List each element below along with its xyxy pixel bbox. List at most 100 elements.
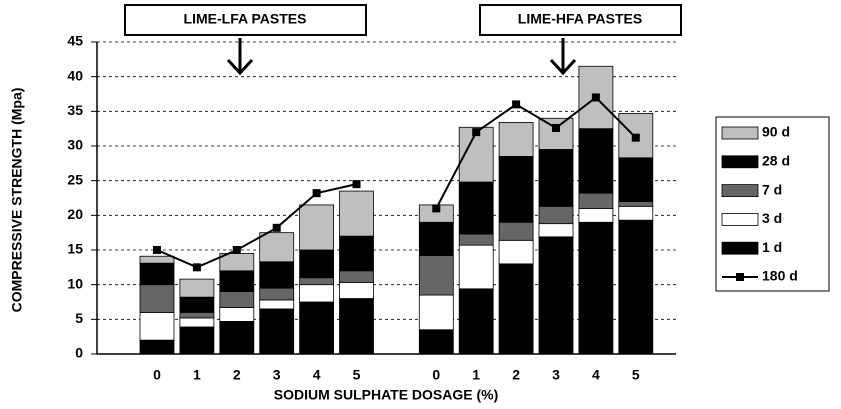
bar-segment: [219, 270, 255, 292]
line-marker: [512, 100, 521, 109]
x-axis-label: SODIUM SULPHATE DOSAGE (%): [274, 387, 499, 403]
bar-segment: [299, 277, 335, 286]
bar-segment: [578, 192, 614, 209]
line-marker: [272, 223, 281, 232]
x-tick-label: 3: [273, 367, 281, 383]
line: [156, 96, 637, 269]
bar-segment: [618, 219, 654, 355]
x-tick-label: 1: [472, 367, 480, 383]
x-tick-label: 5: [353, 367, 361, 383]
legend-label: 7 d: [762, 181, 782, 197]
y-tick-label: 10: [67, 275, 83, 291]
bar-segment: [498, 239, 534, 265]
bar-segment: [179, 317, 215, 328]
legend-label: 1 d: [762, 239, 782, 255]
bar-segment: [498, 221, 534, 241]
bar-segment: [578, 128, 614, 194]
line-marker: [232, 246, 241, 254]
bar-segment: [339, 270, 374, 283]
x-tick-label: 4: [592, 367, 600, 383]
line-marker: [552, 123, 560, 132]
y-tick-label: 35: [67, 102, 83, 118]
legend-swatch: [721, 241, 759, 255]
bar-segment: [259, 299, 295, 310]
bar-segment: [339, 235, 374, 272]
bar-segment: [259, 287, 295, 301]
y-tick-label: 20: [67, 206, 83, 222]
bar-segment: [219, 291, 255, 308]
bar-segment: [538, 236, 574, 355]
bar-segment: [139, 339, 175, 355]
x-tick-label: 4: [313, 367, 321, 383]
bar-segment: [299, 284, 335, 303]
bar-segment: [498, 263, 534, 355]
y-tick-label: 0: [75, 345, 83, 361]
x-tick-label: 5: [632, 367, 640, 383]
legend-swatch: [721, 155, 759, 169]
bar-segment: [618, 201, 654, 207]
line-marker: [591, 93, 600, 102]
legend-swatch: [721, 184, 759, 198]
legend-label: 180 d: [762, 268, 798, 284]
bar-segment: [259, 261, 295, 289]
bar-segment: [139, 284, 175, 313]
y-tick-label: 45: [67, 33, 83, 49]
annotation: LIME-LFA PASTES: [184, 11, 307, 27]
bar-segment: [538, 205, 574, 225]
bar-segment: [458, 181, 494, 235]
x-tick-label: 0: [432, 367, 440, 383]
bar-segment: [179, 278, 215, 298]
legend-swatch: [721, 126, 759, 140]
bar-segment: [538, 117, 574, 150]
bar-segment: [418, 255, 454, 296]
x-tick-label: 1: [193, 367, 201, 383]
bar-segment: [299, 204, 335, 251]
legend-swatch: [736, 273, 744, 281]
bar-segment: [339, 298, 374, 355]
arrow: [226, 38, 254, 76]
line-marker: [472, 128, 481, 137]
y-tick-label: 5: [75, 310, 83, 326]
bar-segment: [578, 207, 614, 223]
y-tick-label: 30: [67, 137, 83, 153]
annotation-box: [479, 4, 682, 36]
bar-segment: [538, 149, 574, 207]
x-tick-label: 2: [233, 367, 241, 383]
bar-segment: [299, 301, 335, 355]
line-marker: [432, 204, 441, 213]
line-marker: [312, 189, 321, 198]
bar-segment: [538, 223, 574, 238]
arrow: [549, 38, 577, 76]
bar-segment: [259, 308, 295, 355]
bar-segment: [498, 155, 534, 223]
line-marker: [352, 180, 361, 189]
legend-label: 3 d: [762, 210, 782, 226]
bar-segment: [498, 122, 534, 157]
bar-segment: [179, 296, 215, 313]
annotation: LIME-HFA PASTES: [518, 11, 642, 27]
line-marker: [153, 246, 161, 254]
bar-segment: [418, 329, 454, 355]
x-tick-label: 3: [552, 367, 560, 383]
bar-segment: [339, 282, 374, 299]
legend-swatch: [721, 212, 759, 226]
bar-segment: [618, 157, 654, 202]
x-tick-label: 2: [512, 367, 520, 383]
bar-segment: [179, 326, 215, 355]
legend-box: [715, 116, 830, 292]
bar-segment: [458, 244, 494, 290]
bar-segment: [139, 262, 175, 286]
legend-label: 28 d: [762, 153, 790, 169]
line-marker: [192, 263, 201, 272]
x-tick-label: 0: [153, 367, 161, 383]
annotation-box: [124, 4, 367, 36]
bar-segment: [578, 221, 614, 355]
y-tick-label: 40: [67, 67, 83, 83]
bar-segment: [219, 307, 255, 322]
bar-segment: [139, 255, 175, 264]
bar-segment: [458, 288, 494, 355]
bar-segment: [299, 249, 335, 279]
bar-segment: [458, 233, 494, 246]
bar-segment: [418, 221, 454, 256]
